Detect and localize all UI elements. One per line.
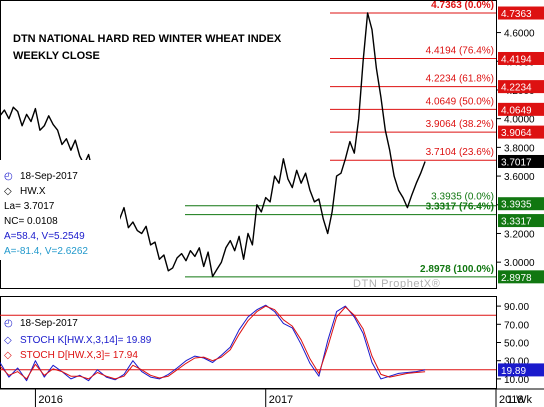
info-angle-velocity-2: A=-81.4, V=2.6262 xyxy=(4,246,88,257)
info-net-change: NC= 0.0108 xyxy=(4,216,58,227)
fib-label: 3.7104 (23.6%) xyxy=(426,147,494,158)
info-diamond-icon: ◇ xyxy=(4,186,12,197)
stoch-last-tag-label: 19.89 xyxy=(501,366,526,377)
info-last: La= 3.7017 xyxy=(4,201,55,212)
fib-value-tag-label: 3.9064 xyxy=(501,128,532,139)
price-panel-frame xyxy=(0,0,497,289)
fib-label: 4.2234 (61.8%) xyxy=(426,74,494,85)
fib-value-tag-label: 3.3317 xyxy=(501,217,532,228)
fib-value-tag-label: 4.0649 xyxy=(501,105,532,116)
stoch-d-diamond-icon: ◇ xyxy=(4,350,12,361)
stoch-clock-icon: ◴ xyxy=(4,318,13,329)
price-tick-label: 4.6000 xyxy=(504,29,535,40)
info-clock-icon: ◴ xyxy=(4,171,13,182)
stoch-d-line xyxy=(0,305,426,380)
fib-label: 2.8978 (100.0%) xyxy=(420,264,494,275)
chart-subtitle: WEEKLY CLOSE xyxy=(13,50,100,62)
time-tick-label: 2018 xyxy=(499,394,523,406)
interval-label: 1 Wk xyxy=(507,394,533,406)
fib-label: 4.0649 (50.0%) xyxy=(426,96,494,107)
price-series xyxy=(0,12,426,278)
time-tick-label: 2017 xyxy=(269,394,293,406)
price-tick-label: 3.0000 xyxy=(504,258,535,269)
stoch-legend: ◴ 18-Sep-2017 ◇ STOCH K[HW.X,3,14]= 19.8… xyxy=(4,318,152,361)
fib-value-tag-label: 4.4194 xyxy=(501,54,532,65)
stoch-axis-ticks: 90.00 70.00 50.00 30.00 10.00 xyxy=(0,302,529,386)
info-box-bg xyxy=(0,160,120,260)
info-box: ◴ 18-Sep-2017 ◇ HW.X La= 3.7017 NC= 0.01… xyxy=(0,160,120,260)
last-price-tag-label: 3.7017 xyxy=(501,157,532,168)
fib-label: 4.4194 (76.4%) xyxy=(426,45,494,56)
time-tick-label: 2016 xyxy=(38,394,62,406)
fib-value-tag xyxy=(498,270,544,284)
price-tick-label: 4.0000 xyxy=(504,115,535,126)
price-line xyxy=(0,12,426,278)
fib-value-tag xyxy=(498,125,544,139)
fib-value-tag xyxy=(498,214,544,228)
stoch-legend-date: 18-Sep-2017 xyxy=(20,318,78,329)
price-tick-label: 3.6000 xyxy=(504,172,535,183)
stoch-tick-label: 30.00 xyxy=(504,357,529,368)
fib-value-tag-label: 4.2234 xyxy=(501,83,532,94)
stoch-tick-label: 10.00 xyxy=(504,375,529,386)
last-price-tag xyxy=(498,154,544,168)
fib-label: 3.3317 (76.4%) xyxy=(426,202,494,213)
fib-label: 3.9064 (38.2%) xyxy=(426,119,494,130)
fib-value-tag xyxy=(498,80,544,94)
info-date: 18-Sep-2017 xyxy=(20,171,78,182)
stoch-series: 19.89 xyxy=(0,304,544,382)
fib-label: 3.3935 (0.0%) xyxy=(431,192,494,203)
stoch-tick-label: 50.00 xyxy=(504,339,529,350)
fib-label: 4.7363 (0.0%) xyxy=(431,0,494,11)
stoch-last-tag xyxy=(498,363,544,377)
fib-value-tag xyxy=(498,6,544,20)
stoch-tick-label: 90.00 xyxy=(504,302,529,313)
stoch-tick-label: 70.00 xyxy=(504,320,529,331)
fib-value-tag-label: 3.3935 xyxy=(501,200,532,211)
fib-value-tag xyxy=(498,51,544,65)
info-angle-velocity-1: A=58.4, V=5.2549 xyxy=(4,231,85,242)
fib-value-tag xyxy=(498,102,544,116)
fibonacci-levels: 4.7363 (0.0%) 4.4194 (76.4%) 4.2234 (61.8%… xyxy=(185,0,496,278)
info-symbol: HW.X xyxy=(20,186,46,197)
fib-value-tag-label: 4.7363 xyxy=(501,9,532,20)
fib-value-tag-label: 2.8978 xyxy=(501,273,532,284)
stoch-k-legend: STOCH K[HW.X,3,14]= 19.89 xyxy=(20,335,152,346)
fib-value-tag xyxy=(498,197,544,211)
stoch-k-line xyxy=(0,304,426,382)
chart-title: DTN NATIONAL HARD RED WINTER WHEAT INDEX xyxy=(13,33,282,45)
price-tick-label: 3.8000 xyxy=(504,143,535,154)
stoch-d-legend: STOCH D[HW.X,3]= 17.94 xyxy=(20,350,138,361)
stoch-k-diamond-icon: ◇ xyxy=(4,335,12,346)
price-value-tags: 4.7363 4.4194 4.2234 4.0649 3.9064 3.3935 3.33… xyxy=(498,6,544,284)
watermark: DTN ProphetX® xyxy=(353,278,440,290)
price-tick-label: 3.2000 xyxy=(504,229,535,240)
